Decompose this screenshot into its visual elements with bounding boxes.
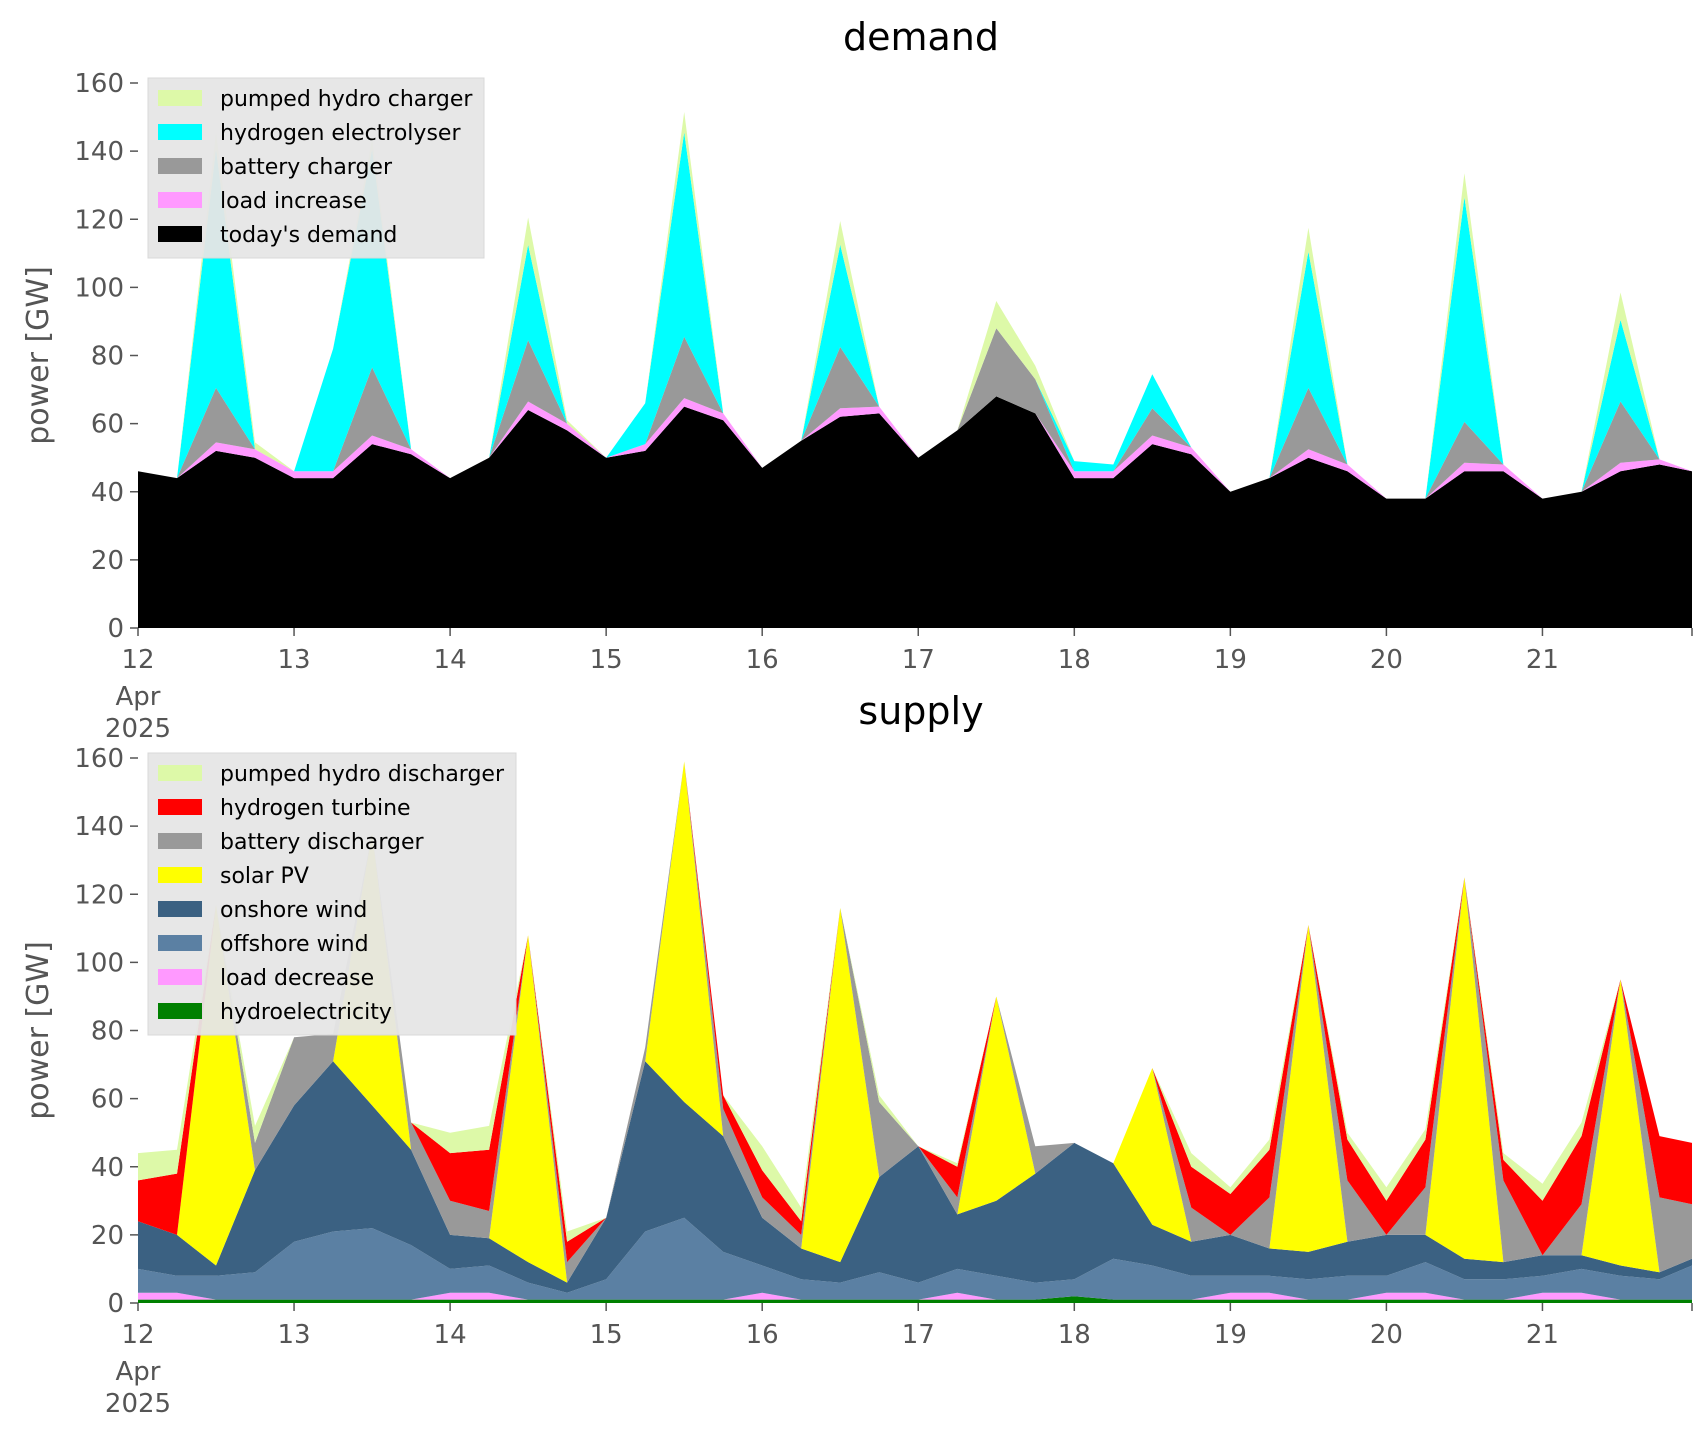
x-tick-label: 19 (1214, 645, 1247, 675)
legend-swatch (158, 1003, 202, 1019)
y-tick-label: 40 (91, 478, 124, 508)
y-tick-label: 0 (107, 1289, 124, 1319)
legend-label: battery charger (220, 155, 393, 180)
legend-swatch (158, 124, 202, 140)
legend-label: load increase (220, 189, 367, 214)
y-tick-label: 20 (91, 1221, 124, 1251)
y-tick-label: 80 (91, 342, 124, 372)
area-battery-charger (138, 328, 1692, 499)
legend-swatch (158, 799, 202, 815)
legend-label: solar PV (220, 864, 309, 889)
legend-box (147, 77, 485, 259)
y-tick-label: 60 (91, 1085, 124, 1115)
x-tick-label: 13 (278, 645, 311, 675)
legend-swatch (158, 192, 202, 208)
chart-title: supply (858, 689, 983, 733)
x-tick-sublabel: Apr (116, 682, 161, 712)
legend: pumped hydro discharger hydrogen turbine b… (147, 752, 517, 1036)
x-tick-label: 12 (121, 645, 154, 675)
legend-label: pumped hydro discharger (220, 762, 505, 787)
y-tick-label: 160 (74, 744, 124, 774)
area-onshore-wind (138, 1061, 1692, 1293)
legend-label: onshore wind (220, 898, 367, 923)
area-hydrogen-turbine (138, 761, 1692, 1263)
legend-label: battery discharger (220, 830, 425, 855)
legend-label: hydroelectricity (220, 1000, 392, 1025)
y-tick-label: 0 (107, 614, 124, 644)
x-tick-label: 12 (121, 1320, 154, 1350)
x-tick-label: 16 (746, 1320, 779, 1350)
x-tick-label: 13 (278, 1320, 311, 1350)
legend: pumped hydro charger hydrogen electrolyse… (147, 77, 485, 259)
legend-swatch (158, 867, 202, 883)
legend-box (147, 752, 517, 1036)
x-tick-label: 21 (1526, 645, 1559, 675)
y-tick-label: 160 (74, 69, 124, 99)
y-tick-label: 20 (91, 546, 124, 576)
x-tick-label: 18 (1058, 645, 1091, 675)
legend-label: today's demand (220, 223, 397, 248)
x-tick-label: 20 (1370, 645, 1403, 675)
x-tick-label: 15 (590, 645, 623, 675)
y-tick-label: 100 (74, 948, 124, 978)
y-tick-label: 100 (74, 273, 124, 303)
y-tick-label: 40 (91, 1153, 124, 1183)
x-tick-sublabel: 2025 (105, 1389, 171, 1419)
legend-swatch (158, 901, 202, 917)
y-tick-label: 120 (74, 205, 124, 235)
x-tick-sublabel: Apr (116, 1357, 161, 1387)
area-today-s-demand (138, 396, 1692, 628)
legend-swatch (158, 226, 202, 242)
legend-label: load decrease (220, 966, 374, 991)
legend-label: offshore wind (220, 932, 369, 957)
y-tick-label: 80 (91, 1017, 124, 1047)
y-tick-label: 60 (91, 410, 124, 440)
area-solar-pv (138, 761, 1692, 1283)
x-tick-label: 15 (590, 1320, 623, 1350)
y-tick-label: 120 (74, 880, 124, 910)
area-load-decrease (138, 1292, 1692, 1300)
x-tick-label: 17 (902, 1320, 935, 1350)
legend-swatch (158, 90, 202, 106)
x-tick-sublabel: 2025 (105, 714, 171, 744)
legend-swatch (158, 969, 202, 985)
legend-swatch (158, 935, 202, 951)
chart-title: demand (843, 15, 999, 59)
legend-swatch (158, 833, 202, 849)
legend-label: hydrogen turbine (220, 796, 411, 821)
legend-swatch (158, 765, 202, 781)
legend-label: hydrogen electrolyser (220, 121, 461, 146)
x-tick-label: 18 (1058, 1320, 1091, 1350)
y-tick-label: 140 (74, 137, 124, 167)
area-offshore-wind (138, 1217, 1692, 1300)
legend-label: pumped hydro charger (220, 87, 473, 112)
x-tick-label: 17 (902, 645, 935, 675)
x-tick-label: 21 (1526, 1320, 1559, 1350)
x-tick-label: 20 (1370, 1320, 1403, 1350)
x-tick-label: 16 (746, 645, 779, 675)
y-axis-label: power [GW] (21, 941, 56, 1120)
y-tick-label: 140 (74, 812, 124, 842)
x-tick-label: 14 (434, 645, 467, 675)
y-axis-label: power [GW] (21, 266, 56, 445)
x-tick-label: 19 (1214, 1320, 1247, 1350)
legend-swatch (158, 158, 202, 174)
area-pumped-hydro-discharger (138, 761, 1692, 1242)
x-tick-label: 14 (434, 1320, 467, 1350)
